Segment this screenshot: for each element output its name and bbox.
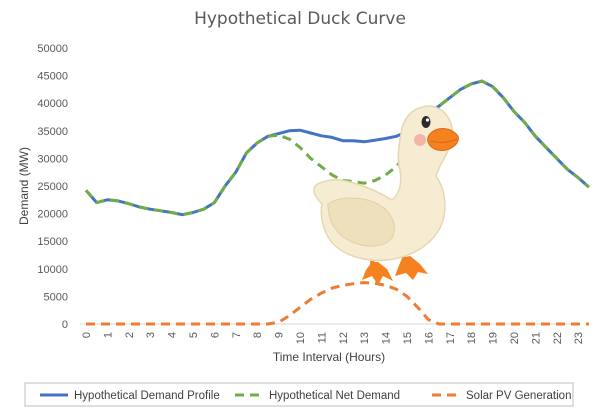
- x-tick-label: 5: [188, 332, 200, 338]
- legend-box: [24, 382, 574, 407]
- x-tick-label: 7: [231, 332, 243, 338]
- x-tick-label: 21: [530, 332, 542, 344]
- x-tick-label: 13: [359, 332, 371, 344]
- x-tick-label: 2: [124, 332, 136, 338]
- duck-eye-highlight: [425, 118, 430, 122]
- y-tick-label: 40000: [37, 98, 68, 110]
- duck-beak-line: [429, 138, 458, 143]
- legend: Hypothetical Demand Profile Hypothetical …: [40, 390, 571, 402]
- x-tick-label: 19: [488, 332, 500, 344]
- x-tick-label: 22: [552, 332, 564, 344]
- duck-left-foot: [362, 262, 393, 285]
- x-tick-label: 15: [402, 332, 414, 344]
- y-axis-label: Demand (MW): [17, 147, 31, 225]
- x-axis-label: Time Interval (Hours): [273, 350, 385, 364]
- duck-wing: [327, 197, 395, 247]
- duck-eye: [421, 116, 431, 128]
- legend-label: Solar PV Generation: [466, 390, 571, 402]
- x-tick-label: 11: [316, 332, 328, 343]
- x-tick-label: 3: [145, 332, 157, 338]
- y-axis-ticks: 0 5000 10000 15000 20000 25000 30000 35000 40000…: [37, 43, 68, 331]
- series-line-2: [84, 79, 590, 217]
- x-tick-label: 18: [466, 332, 478, 344]
- x-tick-label: 14: [381, 332, 393, 344]
- duck-illustration: [313, 105, 459, 285]
- x-tick-label: 8: [252, 332, 264, 338]
- chart-title: Hypothetical Duck Curve: [194, 9, 406, 29]
- x-tick-label: 1: [102, 332, 114, 338]
- x-tick-label: 6: [209, 332, 221, 338]
- y-tick-label: 50000: [37, 43, 68, 55]
- x-tick-label: 4: [167, 332, 179, 338]
- legend-label: Hypothetical Demand Profile: [74, 390, 220, 402]
- y-tick-label: 45000: [37, 71, 68, 83]
- x-tick-label: 10: [295, 332, 307, 344]
- y-tick-label: 25000: [37, 181, 68, 193]
- x-tick-label: 23: [573, 332, 585, 344]
- y-tick-label: 5000: [44, 291, 68, 303]
- duck-cheek: [414, 134, 426, 146]
- y-tick-label: 30000: [37, 153, 68, 165]
- series-line-3: [86, 281, 589, 326]
- x-tick-label: 0: [81, 332, 93, 338]
- x-tick-label: 20: [509, 332, 521, 344]
- y-tick-label: 20000: [37, 209, 68, 221]
- duck-beak: [427, 128, 459, 151]
- x-tick-label: 16: [423, 332, 435, 344]
- x-axis-ticks: 0 1 2 3 4 5 6 7 8 9 10 11 12 13 14 15 16 17 18 19 20 21 22 23: [81, 332, 585, 344]
- series-layer: [84, 79, 590, 326]
- x-tick-label: 9: [274, 332, 286, 338]
- y-tick-label: 0: [62, 319, 68, 331]
- y-tick-label: 10000: [37, 264, 68, 276]
- x-tick-label: 12: [338, 332, 350, 344]
- y-tick-label: 15000: [37, 236, 68, 248]
- legend-label: Hypothetical Net Demand: [269, 390, 400, 402]
- duck-right-foot: [395, 256, 428, 280]
- x-tick-label: 17: [445, 332, 457, 344]
- y-tick-label: 35000: [37, 126, 68, 138]
